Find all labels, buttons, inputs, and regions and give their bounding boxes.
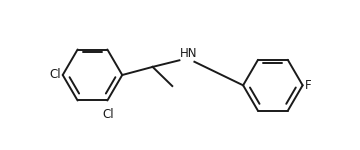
Text: Cl: Cl [103, 108, 114, 121]
Text: Cl: Cl [49, 69, 60, 81]
Text: F: F [305, 79, 311, 92]
Text: HN: HN [180, 46, 198, 60]
